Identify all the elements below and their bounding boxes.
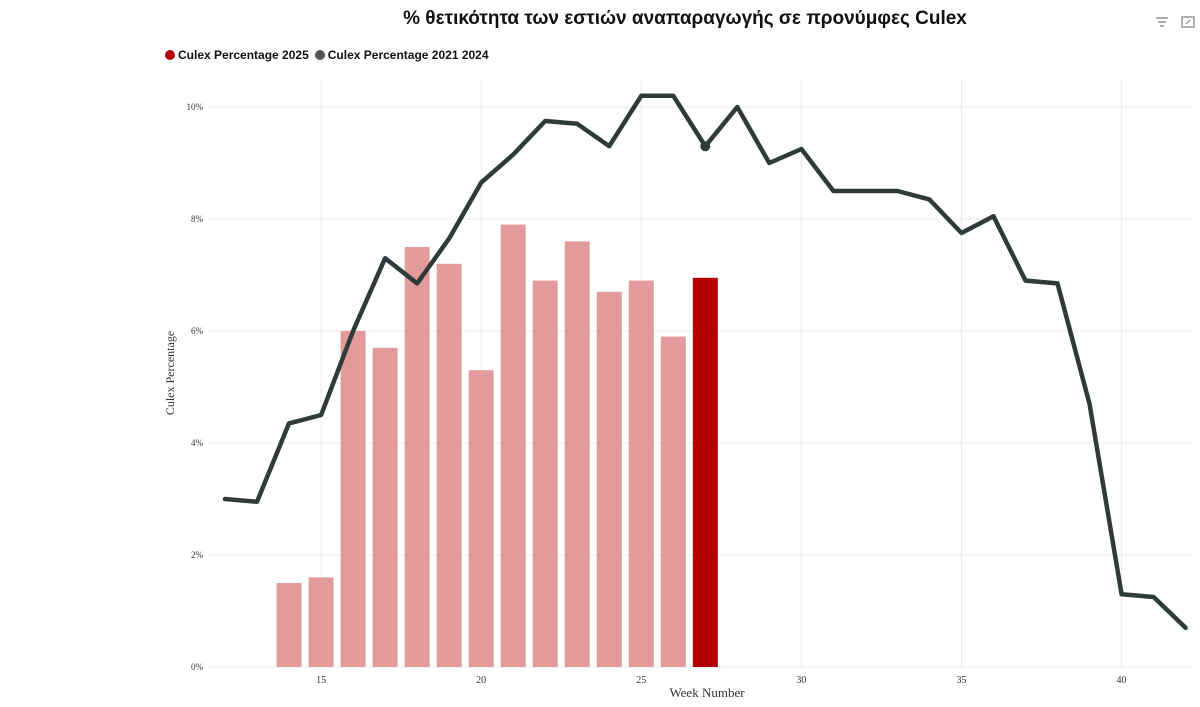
bar-week-27 [692, 277, 718, 667]
line-point-week-27 [700, 141, 711, 152]
y-axis-label: Culex Percentage [163, 331, 177, 415]
legend-swatch-2025 [165, 50, 175, 60]
bar-week-22 [532, 280, 558, 667]
x-tick-label: 25 [636, 675, 646, 686]
filter-icon[interactable] [1154, 14, 1170, 30]
x-tick-label: 15 [316, 675, 326, 686]
expand-icon[interactable] [1180, 14, 1196, 30]
chart-axes: 0% 2% 4% 6% 8% 10% 15 20 25 30 35 40 [187, 102, 1127, 686]
legend-item-2021-2024[interactable]: Culex Percentage 2021 2024 [314, 48, 489, 62]
chart-toolbar [1154, 14, 1196, 30]
y-tick-label: 4% [191, 438, 204, 448]
bar-week-23 [564, 241, 590, 667]
legend-swatch-2021-2024 [314, 50, 325, 60]
bar-week-25 [628, 280, 654, 667]
x-tick-label: 20 [476, 675, 486, 686]
bar-week-21 [500, 224, 526, 667]
x-tick-label: 40 [1117, 675, 1127, 686]
legend-item-2025[interactable]: Culex Percentage 2025 [165, 48, 309, 62]
y-tick-label: 2% [191, 550, 204, 560]
legend-label-2021-2024: Culex Percentage 2021 2024 [327, 48, 489, 62]
y-tick-label: 6% [191, 326, 204, 336]
x-tick-label: 35 [956, 675, 966, 686]
bar-series-2025 [276, 224, 718, 667]
chart-title: % θετικότητα των εστιών αναπαραγωγής σε … [403, 8, 967, 29]
bar-week-19 [436, 263, 462, 667]
chart-legend: Culex Percentage 2025 Culex Percentage 2… [165, 48, 489, 62]
x-tick-label: 30 [796, 675, 806, 686]
bar-week-18 [404, 247, 430, 667]
bar-week-14 [276, 583, 302, 667]
y-tick-label: 0% [191, 662, 204, 672]
bar-week-16 [340, 331, 366, 667]
bar-week-24 [596, 291, 622, 667]
bar-week-26 [660, 336, 686, 667]
y-tick-label: 8% [191, 214, 204, 224]
y-tick-label: 10% [187, 102, 204, 112]
bar-week-20 [468, 370, 494, 667]
x-axis-label: Week Number [669, 685, 745, 700]
legend-label-2025: Culex Percentage 2025 [178, 48, 309, 62]
bar-week-17 [372, 347, 398, 667]
bar-week-15 [308, 577, 334, 667]
line-series-2021-2024 [222, 93, 1188, 631]
